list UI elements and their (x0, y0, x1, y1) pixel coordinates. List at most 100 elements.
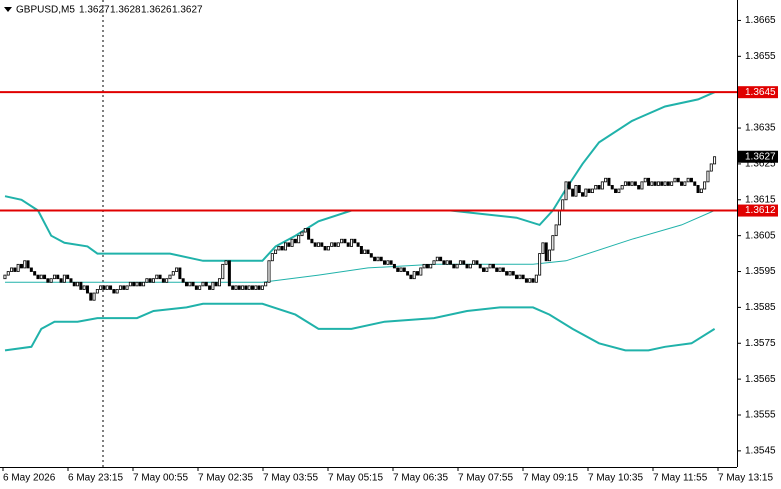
candle-body (442, 260, 446, 265)
level-label-box (738, 204, 778, 217)
candle-body (412, 271, 416, 280)
candle-body (406, 271, 410, 276)
candle-body (607, 177, 611, 186)
candle-body (211, 281, 215, 290)
candle-body (188, 281, 192, 287)
candle-body (313, 242, 317, 247)
candle-body (198, 285, 202, 290)
candle-body (643, 177, 647, 183)
candle-body (680, 181, 684, 186)
candle-body (703, 181, 707, 190)
candle-body (39, 274, 43, 280)
candle-body (343, 238, 347, 244)
collapse-icon (4, 7, 12, 12)
candle-body (597, 185, 601, 190)
candle-body (640, 181, 644, 190)
candle-body (455, 263, 459, 269)
candle-body (541, 242, 545, 254)
candle-body (214, 281, 218, 287)
candle-body (544, 242, 548, 262)
candle-body (112, 289, 116, 294)
candle-body (95, 289, 99, 294)
ohlc-low: 1.3626 (141, 5, 172, 16)
candle-body (350, 238, 354, 247)
candle-body (392, 263, 396, 269)
candle-body (386, 260, 390, 265)
candle-body (696, 185, 700, 194)
candle-body (142, 281, 146, 287)
y-tick-label: 1.3605 (745, 230, 776, 241)
x-tick-label: 6 May 23:15 (68, 473, 123, 484)
candle-body (69, 278, 73, 283)
candle-body (666, 181, 670, 186)
candle-body (244, 285, 248, 290)
candle-body (571, 188, 575, 197)
candle-body (36, 274, 40, 280)
x-tick-label: 7 May 05:15 (328, 473, 383, 484)
candle-body (422, 263, 426, 269)
candle-body (3, 274, 7, 280)
candle-body (33, 271, 37, 276)
bollinger-band (4, 302, 716, 352)
candle-body (590, 188, 594, 194)
candle-body (310, 238, 314, 244)
candle-body (373, 256, 377, 262)
candle-body (23, 260, 27, 269)
candle-body (82, 285, 86, 290)
candle-body (706, 170, 710, 183)
candle-body (264, 281, 268, 287)
y-tick-label: 1.3595 (745, 266, 776, 277)
candle-body (366, 249, 370, 254)
candle-body (653, 181, 657, 186)
y-tick-label: 1.3585 (745, 302, 776, 313)
candle-body (604, 177, 608, 183)
candle-body (620, 185, 624, 190)
candle-body (683, 181, 687, 186)
symbol: GBPUSD,M5 (16, 5, 75, 16)
candle-body (59, 278, 63, 283)
candle-body (135, 281, 139, 287)
candle-body (99, 285, 103, 290)
x-tick-label: 7 May 00:55 (133, 473, 188, 484)
candle-body (495, 267, 499, 272)
candle-body (316, 242, 320, 247)
candle-body (693, 181, 697, 186)
candle-body (320, 242, 324, 247)
candle-body (359, 246, 363, 254)
candle-body (330, 242, 334, 247)
candle-body (145, 278, 149, 283)
candle-body (574, 185, 578, 197)
y-tick-label: 1.3655 (745, 51, 776, 62)
candle-body (686, 177, 690, 183)
candle-body (637, 185, 641, 190)
x-tick-label: 7 May 03:55 (263, 473, 318, 484)
y-tick-label: 1.3665 (745, 15, 776, 26)
y-tick-label: 1.3555 (745, 410, 776, 421)
candle-body (485, 267, 489, 272)
candle-body (158, 274, 162, 280)
candle-body (501, 267, 505, 272)
candle-body (587, 188, 591, 194)
candle-body (85, 285, 89, 294)
x-tick-label: 7 May 09:15 (523, 473, 578, 484)
candle-body (49, 278, 53, 283)
candle-body (521, 274, 525, 280)
candle-body (161, 278, 165, 283)
candle-body (175, 267, 179, 272)
candle-body (257, 285, 261, 290)
candle-body (538, 253, 542, 276)
candle-body (66, 274, 70, 280)
current-price-box (738, 150, 778, 163)
candle-body (465, 263, 469, 269)
candle-body (402, 267, 406, 272)
candle-body (102, 285, 106, 290)
candle-body (297, 235, 301, 244)
candle-body (151, 278, 155, 283)
candle-body (290, 238, 294, 247)
candle-body (19, 263, 23, 269)
x-tick-label: 7 May 11:55 (653, 473, 708, 484)
level-label-box (738, 86, 778, 99)
y-tick-label: 1.3575 (745, 338, 776, 349)
candle-body (231, 285, 235, 290)
candle-body (623, 181, 627, 186)
